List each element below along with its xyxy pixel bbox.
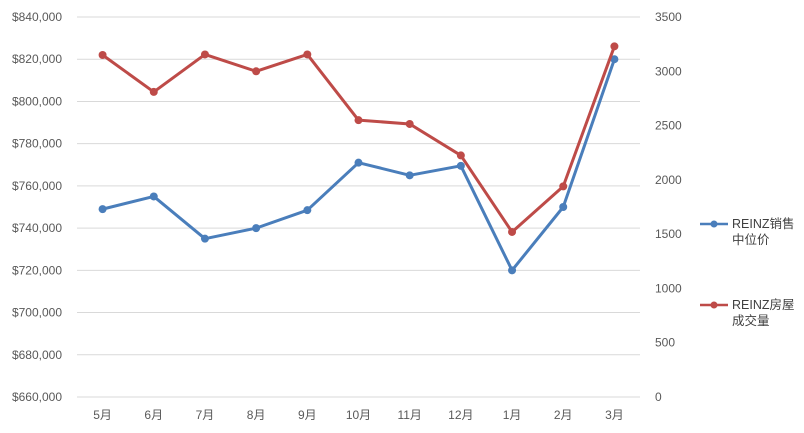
data-point xyxy=(456,151,465,160)
legend-swatch-sales-volume xyxy=(700,301,728,309)
gridlines xyxy=(77,16,640,398)
data-point xyxy=(354,116,363,125)
data-point xyxy=(610,55,619,64)
left-tick-label: $780,000 xyxy=(12,137,62,151)
x-axis-ticks: 5月 6月 7月 8月 9月 10月 11月 12月 1月 2月 3月 xyxy=(93,408,624,422)
data-point xyxy=(456,161,465,170)
data-point xyxy=(610,42,619,51)
data-point xyxy=(149,192,158,201)
x-tick-label: 7月 xyxy=(196,408,215,422)
x-tick-label: 6月 xyxy=(144,408,163,422)
data-point xyxy=(98,51,107,59)
left-tick-label: $760,000 xyxy=(12,179,62,193)
left-tick-label: $680,000 xyxy=(12,348,62,362)
data-point xyxy=(354,158,363,167)
right-tick-label: 2500 xyxy=(655,119,682,133)
series-line xyxy=(101,44,616,234)
left-axis-ticks: $660,000 $680,000 $700,000 $720,000 $740,000… xyxy=(12,10,62,404)
data-point xyxy=(508,227,517,236)
right-tick-label: 2000 xyxy=(655,173,682,187)
x-tick-label: 1月 xyxy=(503,408,522,422)
right-tick-label: 3500 xyxy=(655,10,682,24)
left-tick-label: $660,000 xyxy=(12,390,62,404)
right-tick-label: 3000 xyxy=(655,64,682,78)
left-tick-label: $820,000 xyxy=(12,52,62,66)
data-point xyxy=(200,234,209,243)
data-point xyxy=(405,119,414,128)
right-tick-label: 1500 xyxy=(655,227,682,241)
data-point xyxy=(149,87,158,96)
right-tick-label: 500 xyxy=(655,336,675,350)
left-tick-label: $720,000 xyxy=(12,263,62,277)
data-point xyxy=(559,203,568,211)
data-point xyxy=(303,206,312,215)
legend-label-line2: 成交量 xyxy=(732,314,770,328)
legend-label-line1: REINZ销售 xyxy=(732,217,795,231)
left-tick-label: $700,000 xyxy=(12,306,62,320)
left-tick-label: $740,000 xyxy=(12,221,62,235)
x-tick-label: 3月 xyxy=(605,408,624,422)
data-point xyxy=(252,67,261,76)
x-tick-label: 5月 xyxy=(93,408,112,422)
x-tick-label: 10月 xyxy=(346,408,371,422)
x-tick-label: 9月 xyxy=(298,408,317,422)
data-point xyxy=(200,50,209,59)
x-tick-label: 8月 xyxy=(247,408,266,422)
legend-label-line1: REINZ房屋 xyxy=(732,298,795,312)
series-layer xyxy=(98,42,619,275)
right-tick-label: 0 xyxy=(655,390,662,404)
right-tick-label: 1000 xyxy=(655,281,682,295)
data-point xyxy=(508,266,517,275)
data-point xyxy=(559,182,568,191)
left-tick-label: $800,000 xyxy=(12,94,62,108)
right-axis-ticks: 0 500 1000 1500 2000 2500 3000 3500 xyxy=(655,10,682,404)
left-tick-label: $840,000 xyxy=(12,10,62,24)
data-point xyxy=(98,205,107,214)
x-tick-label: 12月 xyxy=(448,408,473,422)
x-tick-label: 2月 xyxy=(554,408,573,422)
data-point xyxy=(252,224,261,233)
data-point xyxy=(405,171,414,180)
legend-label-line2: 中位价 xyxy=(732,233,770,247)
data-point xyxy=(303,50,312,59)
legend-swatch-median-price xyxy=(700,220,728,228)
x-tick-label: 11月 xyxy=(397,408,421,422)
